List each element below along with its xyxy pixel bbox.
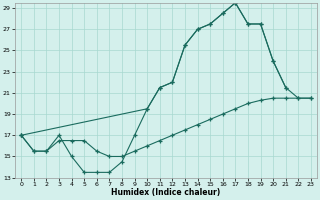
X-axis label: Humidex (Indice chaleur): Humidex (Indice chaleur): [111, 188, 221, 197]
